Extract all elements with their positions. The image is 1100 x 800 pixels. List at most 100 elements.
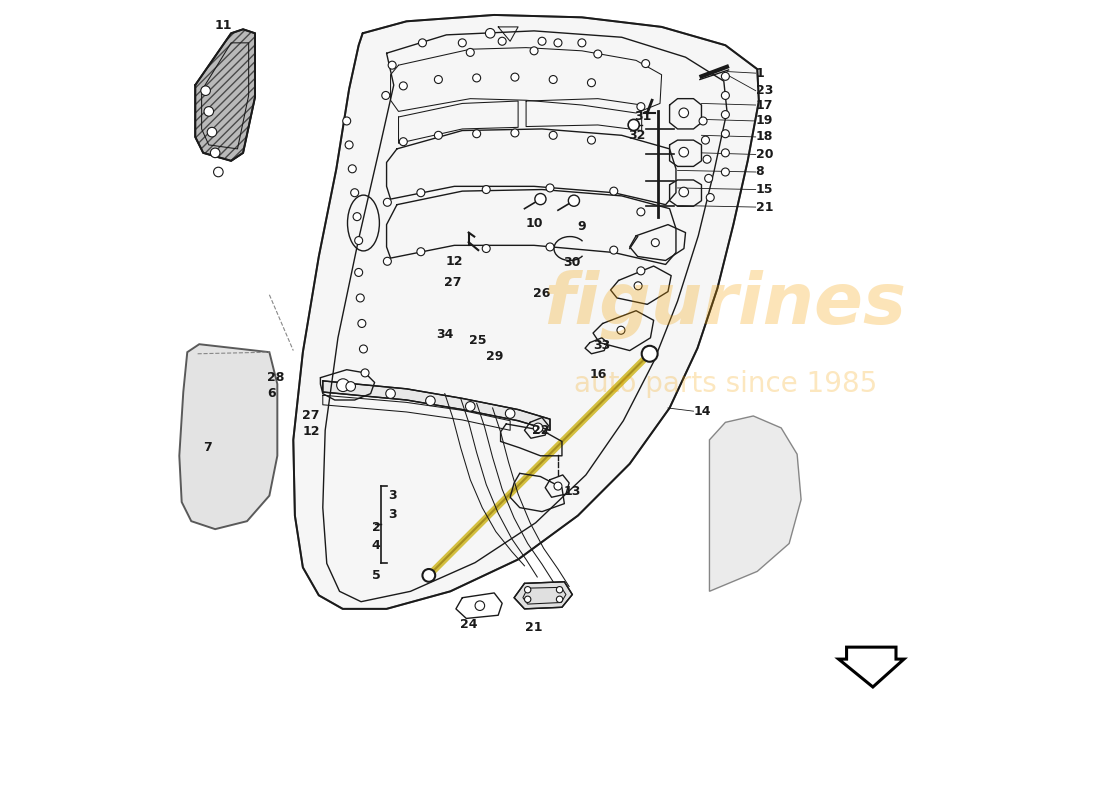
Circle shape (337, 378, 350, 391)
Circle shape (637, 102, 645, 110)
Circle shape (530, 47, 538, 55)
Circle shape (213, 167, 223, 177)
Circle shape (384, 258, 392, 266)
Circle shape (351, 189, 359, 197)
Text: 16: 16 (590, 368, 606, 381)
Circle shape (722, 130, 729, 138)
Polygon shape (179, 344, 277, 529)
Text: 2: 2 (372, 521, 381, 534)
Circle shape (535, 194, 546, 205)
Text: 28: 28 (267, 371, 285, 384)
Text: 24: 24 (460, 618, 477, 631)
Circle shape (343, 117, 351, 125)
Circle shape (434, 131, 442, 139)
Circle shape (525, 596, 531, 602)
Circle shape (399, 82, 407, 90)
Text: 3: 3 (388, 489, 396, 502)
Polygon shape (195, 30, 255, 161)
Circle shape (349, 165, 356, 173)
Circle shape (386, 389, 395, 398)
Circle shape (546, 243, 554, 251)
Circle shape (426, 396, 436, 406)
Circle shape (679, 147, 689, 157)
Circle shape (354, 269, 363, 277)
Text: 29: 29 (485, 350, 503, 362)
Text: 17: 17 (756, 98, 773, 111)
Circle shape (722, 72, 729, 80)
Circle shape (722, 91, 729, 99)
Text: auto parts since 1985: auto parts since 1985 (574, 370, 877, 398)
Circle shape (534, 423, 542, 433)
Circle shape (706, 194, 714, 202)
Circle shape (505, 409, 515, 418)
Polygon shape (322, 381, 550, 430)
Circle shape (641, 346, 658, 362)
Circle shape (422, 569, 436, 582)
Circle shape (384, 198, 392, 206)
Circle shape (634, 282, 642, 290)
Text: 27: 27 (302, 410, 320, 422)
Circle shape (356, 294, 364, 302)
Text: 15: 15 (756, 183, 773, 196)
Text: 32: 32 (628, 129, 646, 142)
Text: 21: 21 (756, 201, 773, 214)
Circle shape (473, 74, 481, 82)
Circle shape (722, 149, 729, 157)
Circle shape (554, 482, 562, 490)
Text: 3: 3 (388, 508, 396, 522)
Circle shape (345, 382, 355, 391)
Circle shape (434, 75, 442, 83)
Circle shape (418, 39, 427, 47)
Circle shape (557, 586, 563, 593)
Circle shape (353, 213, 361, 221)
Text: 20: 20 (756, 148, 773, 161)
Text: 6: 6 (267, 387, 276, 400)
Circle shape (641, 59, 650, 67)
Circle shape (546, 184, 554, 192)
Text: 31: 31 (634, 110, 651, 122)
Polygon shape (195, 30, 255, 161)
Circle shape (587, 78, 595, 86)
Text: 13: 13 (563, 485, 581, 498)
Circle shape (473, 130, 481, 138)
Polygon shape (838, 647, 904, 687)
Circle shape (465, 402, 475, 411)
Circle shape (399, 138, 407, 146)
Circle shape (587, 136, 595, 144)
Text: 19: 19 (756, 114, 773, 127)
Circle shape (510, 73, 519, 81)
Circle shape (207, 127, 217, 137)
Circle shape (705, 174, 713, 182)
Circle shape (700, 117, 707, 125)
Text: 23: 23 (756, 84, 773, 97)
Circle shape (388, 61, 396, 69)
Circle shape (475, 601, 485, 610)
Circle shape (358, 319, 366, 327)
Text: 10: 10 (526, 217, 542, 230)
Text: figurines: figurines (543, 270, 906, 339)
Text: 4: 4 (372, 538, 381, 551)
Polygon shape (294, 15, 759, 609)
Circle shape (360, 345, 367, 353)
Text: 12: 12 (302, 426, 320, 438)
Circle shape (578, 39, 586, 47)
Circle shape (679, 187, 689, 197)
Circle shape (554, 39, 562, 47)
Text: 21: 21 (526, 621, 542, 634)
Text: 8: 8 (756, 166, 764, 178)
Text: 9: 9 (578, 220, 586, 233)
Polygon shape (710, 416, 801, 591)
Circle shape (549, 131, 558, 139)
Circle shape (722, 110, 729, 118)
Circle shape (498, 38, 506, 46)
Text: 27: 27 (444, 275, 462, 289)
Circle shape (557, 596, 563, 602)
Circle shape (382, 91, 389, 99)
Circle shape (417, 189, 425, 197)
Circle shape (510, 129, 519, 137)
Circle shape (617, 326, 625, 334)
Circle shape (609, 246, 618, 254)
Text: 1: 1 (756, 66, 764, 80)
Circle shape (201, 86, 210, 95)
Circle shape (549, 75, 558, 83)
